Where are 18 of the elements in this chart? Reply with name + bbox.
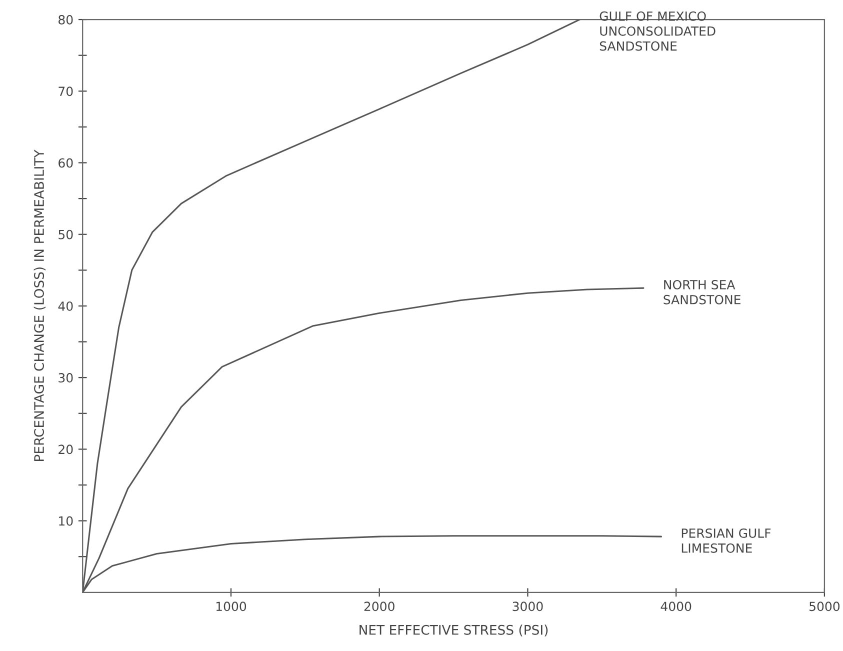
y-tick-label: 30 [58, 373, 73, 383]
x-tick-label: 1000 [216, 602, 246, 612]
series-label: GULF OF MEXICO UNCONSOLIDATED SANDSTONE [600, 11, 716, 51]
y-tick-label: 50 [58, 230, 73, 240]
x-axis-title: NET EFFECTIVE STRESS (PSI) [360, 624, 548, 636]
y-tick-label: 60 [58, 158, 73, 168]
x-tick-label: 2000 [364, 602, 394, 612]
y-tick-label: 20 [58, 444, 73, 454]
y-axis-title: PERCENTAGE CHANGE (LOSS) IN PERMEABILITY [34, 150, 46, 461]
x-tick-label: 4000 [660, 602, 692, 612]
y-tick-label: 10 [59, 516, 73, 526]
y-tick-label: 80 [58, 15, 73, 24]
y-tick-label: 40 [58, 301, 73, 311]
y-tick-label: 70 [58, 86, 73, 96]
series-label: PERSIAN GULF LIMESTONE [682, 528, 771, 553]
x-tick-label: 5000 [810, 602, 840, 612]
x-tick-label: 3000 [512, 602, 543, 612]
series-label: NORTH SEA SANDSTONE [664, 280, 740, 304]
